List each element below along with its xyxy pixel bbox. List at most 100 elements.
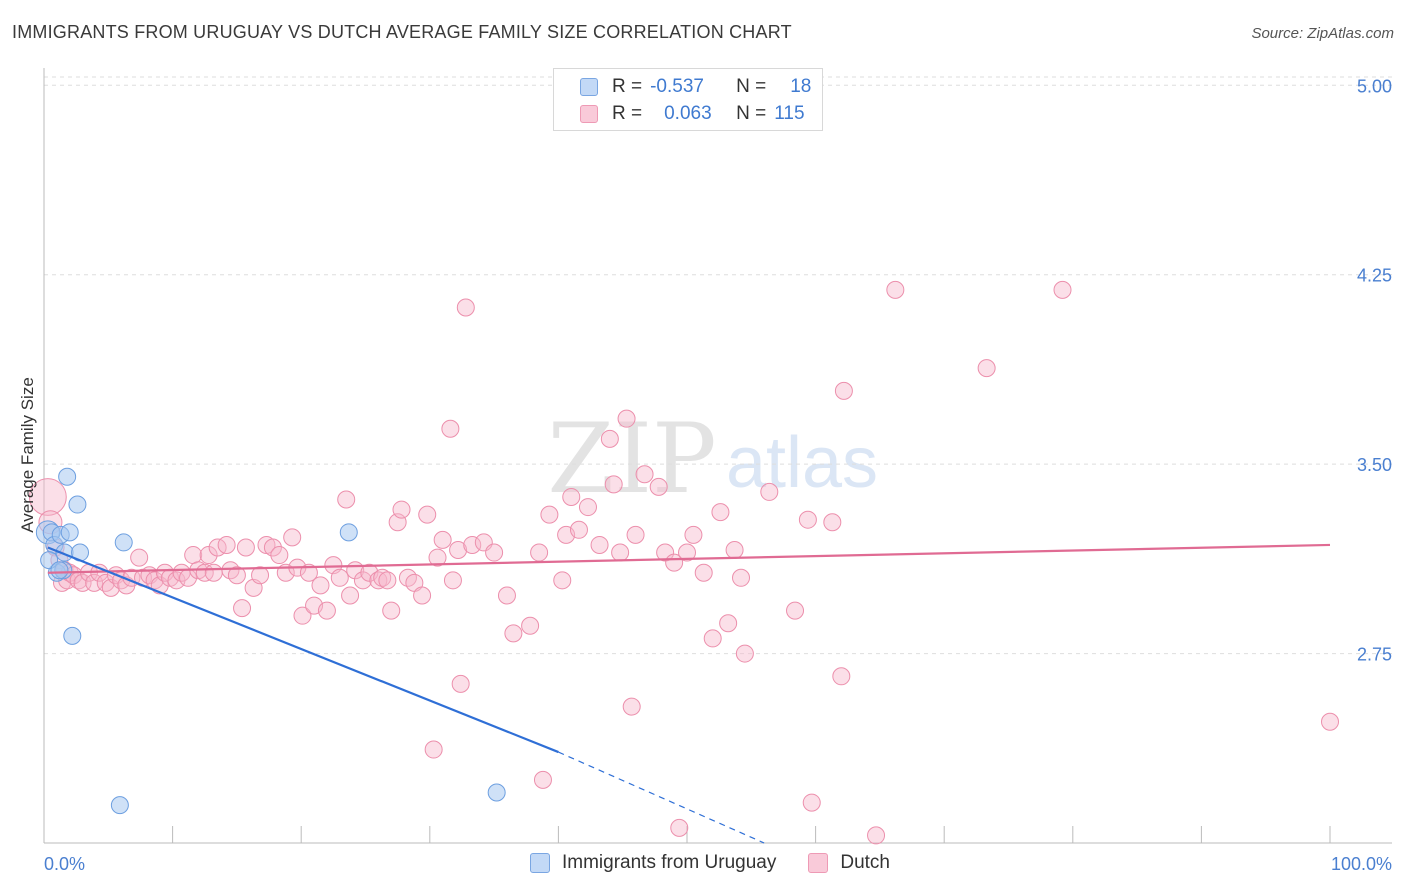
dutch-point [760,482,779,501]
dutch-point [353,571,372,590]
dutch-point [798,510,817,529]
dutch-trend-line [47,543,1331,574]
chart-title: IMMIGRANTS FROM URUGUAY VS DUTCH AVERAGE… [12,22,792,42]
uruguay-point [114,533,133,552]
uruguay-point [60,523,79,542]
dutch-point [233,599,252,618]
dutch-point [449,541,468,560]
dutch-point [1321,712,1339,731]
legend-row-dutch: R = 0.063 N = 115 [580,102,805,126]
dutch-point [521,616,540,635]
dutch-point [562,487,581,506]
dutch-point [433,530,452,549]
dutch-point [678,543,696,562]
dutch-point [341,586,360,605]
y-tick-label: 2.75 [1357,645,1392,665]
dutch-point [270,546,289,565]
uruguay-point [50,561,69,580]
dutch-point [786,601,805,620]
dutch-point [485,543,504,562]
source-label: Source: ZipAtlas.com [1251,25,1394,42]
legend-r-value: -0.537 [650,76,704,97]
dutch-point [283,528,302,547]
tick-labels: 2.75 3.50 4.25 5.00 0.0% 100.0% Average Family… [18,76,1392,874]
dutch-point [145,571,164,590]
dutch-point [569,520,588,539]
dutch-point [530,543,549,562]
y-tick-label: 4.25 [1357,266,1392,286]
series-label-uruguay: Immigrants from Uruguay [562,852,777,873]
dutch-point [578,498,597,517]
dutch-point [299,563,318,582]
dutch-point [392,500,411,519]
trend-lines [47,543,1331,844]
series-swatch-dutch [808,853,829,873]
dutch-point [497,586,516,605]
legend-row-uruguay: R = -0.537 N = 18 [580,75,811,99]
dutch-point [28,478,67,516]
dutch-point [293,606,312,625]
legend-n-label: N = [736,103,767,124]
dutch-point [832,667,851,686]
dutch-point [204,563,223,582]
uruguay-trend-line [47,546,559,754]
dutch-point [217,535,236,554]
dutch-point [428,548,447,567]
y-tick-label: 3.50 [1357,455,1392,475]
dutch-point [317,601,336,620]
dutch-point [656,543,675,562]
dutch-point [604,475,623,494]
dutch-point [130,548,149,567]
series-swatch-uruguay [530,853,550,873]
dutch-point [867,826,886,845]
dutch-point [622,697,641,716]
uruguay-point [68,495,87,514]
dutch-point [719,614,738,633]
dutch-point [311,576,330,595]
watermark-atlas: atlas [726,423,878,503]
dutch-point [694,563,713,582]
dutch-point [553,571,572,590]
dutch-point [184,546,203,565]
dutch-point [735,644,754,663]
dutch-point [670,818,689,837]
dutch-point [977,359,996,378]
dutch-point [227,566,246,585]
series-legend: Immigrants from Uruguay Dutch [530,852,890,874]
dutch-point [886,280,905,299]
dutch-point [626,525,645,544]
dutch-point [611,543,630,562]
dutch-point [703,629,722,648]
series-label-dutch: Dutch [840,852,890,873]
uruguay-point [63,626,82,645]
uruguay-point [110,796,129,815]
dutch-point [590,535,609,554]
axes [43,68,1392,844]
uruguay-points [35,467,506,815]
legend-n-value: 18 [790,76,812,97]
dutch-point [617,409,636,428]
dutch-point [823,513,842,532]
dutch-point [834,381,853,400]
legend-r-value: 0.063 [664,103,712,124]
legend-swatch-uruguay [580,78,598,96]
dutch-point [378,571,397,590]
dutch-point [263,538,282,557]
dutch-point [337,490,356,509]
dutch-point [199,546,218,565]
dutch-point [418,505,437,524]
dutch-point [96,573,115,592]
watermark-zip: ZIP [547,403,716,515]
dutch-point [373,568,392,587]
x-tick-label: 100.0% [1331,854,1392,874]
dutch-point [424,740,443,759]
legend-r-label: R = [612,76,643,97]
dutch-point [443,571,462,590]
dutch-point [649,477,668,496]
dutch-point [635,465,654,484]
dutch-point [330,568,349,587]
dutch-point [504,624,523,643]
legend-n-label: N = [736,76,767,97]
dutch-point [441,419,460,438]
